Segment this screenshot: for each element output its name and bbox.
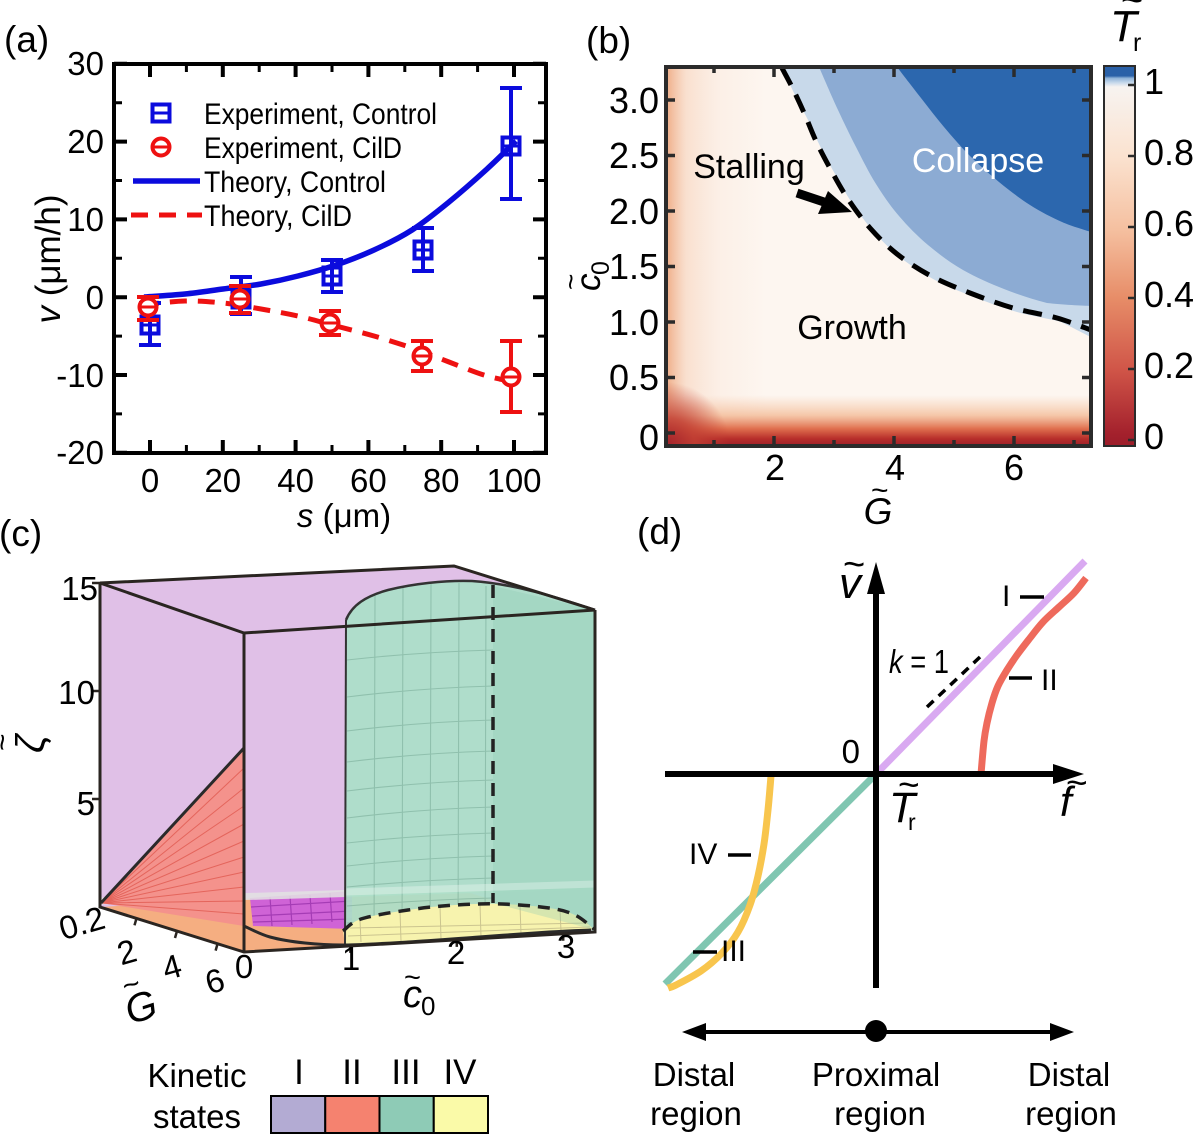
- svg-text:III: III: [721, 935, 746, 968]
- svg-text:30: 30: [67, 45, 104, 82]
- svg-text:c: c: [569, 273, 608, 291]
- svg-text:3: 3: [557, 928, 575, 965]
- svg-text:5: 5: [77, 785, 95, 822]
- svg-text:6: 6: [201, 961, 229, 1002]
- svg-text:III: III: [391, 1053, 420, 1092]
- svg-text:10: 10: [58, 674, 95, 711]
- svg-text:states: states: [153, 1098, 241, 1135]
- svg-text:Collapse: Collapse: [912, 142, 1044, 180]
- svg-text:(b): (b): [586, 20, 631, 61]
- svg-text:60: 60: [350, 462, 387, 499]
- svg-text:0: 0: [587, 261, 615, 275]
- svg-text:-10: -10: [56, 357, 104, 394]
- svg-text:II: II: [342, 1053, 361, 1092]
- svg-text:0: 0: [86, 279, 104, 316]
- svg-text:2: 2: [113, 932, 141, 973]
- svg-text:Stalling: Stalling: [693, 148, 805, 186]
- svg-text:IV: IV: [443, 1053, 477, 1092]
- svg-text:3.0: 3.0: [609, 80, 659, 121]
- svg-text:r: r: [908, 809, 916, 835]
- svg-text:I: I: [294, 1053, 304, 1092]
- svg-text:T: T: [1110, 2, 1140, 51]
- svg-text:~: ~: [555, 274, 586, 290]
- svg-text:0: 0: [421, 991, 435, 1021]
- svg-text:0.2: 0.2: [1144, 345, 1194, 386]
- svg-text:10: 10: [67, 201, 104, 238]
- svg-text:0.8: 0.8: [1144, 132, 1194, 173]
- svg-text:r: r: [1133, 29, 1141, 57]
- svg-text:0: 0: [842, 733, 860, 770]
- svg-text:1: 1: [342, 940, 360, 977]
- svg-text:15: 15: [61, 570, 98, 607]
- svg-text:G: G: [864, 491, 893, 532]
- svg-text:Kinetic: Kinetic: [147, 1057, 246, 1094]
- svg-text:6: 6: [1004, 447, 1024, 488]
- svg-text:~: ~: [1121, 0, 1143, 22]
- svg-text:(c): (c): [0, 513, 42, 554]
- svg-text:Growth: Growth: [797, 309, 907, 347]
- svg-text:100: 100: [486, 462, 541, 499]
- svg-text:(d): (d): [637, 511, 682, 552]
- svg-text:40: 40: [277, 462, 314, 499]
- svg-text:~: ~: [0, 733, 19, 751]
- svg-text:1.5: 1.5: [609, 246, 659, 287]
- svg-text:0.6: 0.6: [1144, 203, 1194, 244]
- svg-text:~: ~: [871, 474, 889, 507]
- svg-text:k = 1: k = 1: [889, 643, 949, 680]
- svg-text:1.0: 1.0: [609, 302, 659, 343]
- svg-text:Theory, Control: Theory, Control: [204, 166, 386, 199]
- svg-text:1: 1: [1144, 61, 1164, 102]
- svg-text:4: 4: [885, 447, 905, 488]
- svg-text:0.2: 0.2: [55, 899, 109, 947]
- svg-text:(a): (a): [4, 19, 49, 60]
- svg-text:T: T: [889, 784, 918, 832]
- svg-text:c: c: [403, 974, 422, 1016]
- svg-text:0: 0: [141, 462, 159, 499]
- svg-text:~: ~: [898, 764, 920, 805]
- svg-text:region: region: [834, 1095, 926, 1132]
- svg-text:-20: -20: [56, 434, 104, 471]
- svg-text:2: 2: [447, 934, 465, 971]
- svg-text:Experiment, Control: Experiment, Control: [204, 98, 437, 131]
- svg-text:0: 0: [639, 417, 659, 458]
- svg-text:0.5: 0.5: [609, 357, 659, 398]
- svg-text:~: ~: [843, 544, 865, 586]
- svg-text:~: ~: [1066, 762, 1088, 803]
- svg-text:Theory, CilD: Theory, CilD: [204, 200, 352, 233]
- svg-text:20: 20: [204, 462, 241, 499]
- svg-text:~: ~: [404, 962, 421, 994]
- svg-text:20: 20: [67, 123, 104, 160]
- svg-text:region: region: [1025, 1095, 1117, 1132]
- svg-text:0: 0: [1144, 416, 1164, 457]
- svg-text:Proximal: Proximal: [812, 1056, 940, 1093]
- svg-text:80: 80: [423, 462, 460, 499]
- svg-text:ζ: ζ: [9, 732, 53, 753]
- svg-text:2.5: 2.5: [609, 135, 659, 176]
- svg-text:2.0: 2.0: [609, 191, 659, 232]
- svg-text:I: I: [1002, 580, 1010, 613]
- svg-text:4: 4: [158, 947, 186, 988]
- svg-text:IV: IV: [689, 838, 717, 871]
- svg-text:s (μm): s (μm): [297, 497, 391, 534]
- svg-text:II: II: [1041, 664, 1058, 697]
- svg-text:Distal: Distal: [1028, 1056, 1111, 1093]
- svg-text:region: region: [650, 1095, 742, 1132]
- svg-text:0.4: 0.4: [1144, 274, 1194, 315]
- svg-text:0: 0: [235, 948, 253, 985]
- svg-text:2: 2: [765, 447, 785, 488]
- svg-text:Experiment, CilD: Experiment, CilD: [204, 132, 402, 165]
- svg-text:Distal: Distal: [653, 1056, 736, 1093]
- svg-text:v (μm/h): v (μm/h): [29, 194, 68, 323]
- svg-text:v: v: [839, 559, 864, 608]
